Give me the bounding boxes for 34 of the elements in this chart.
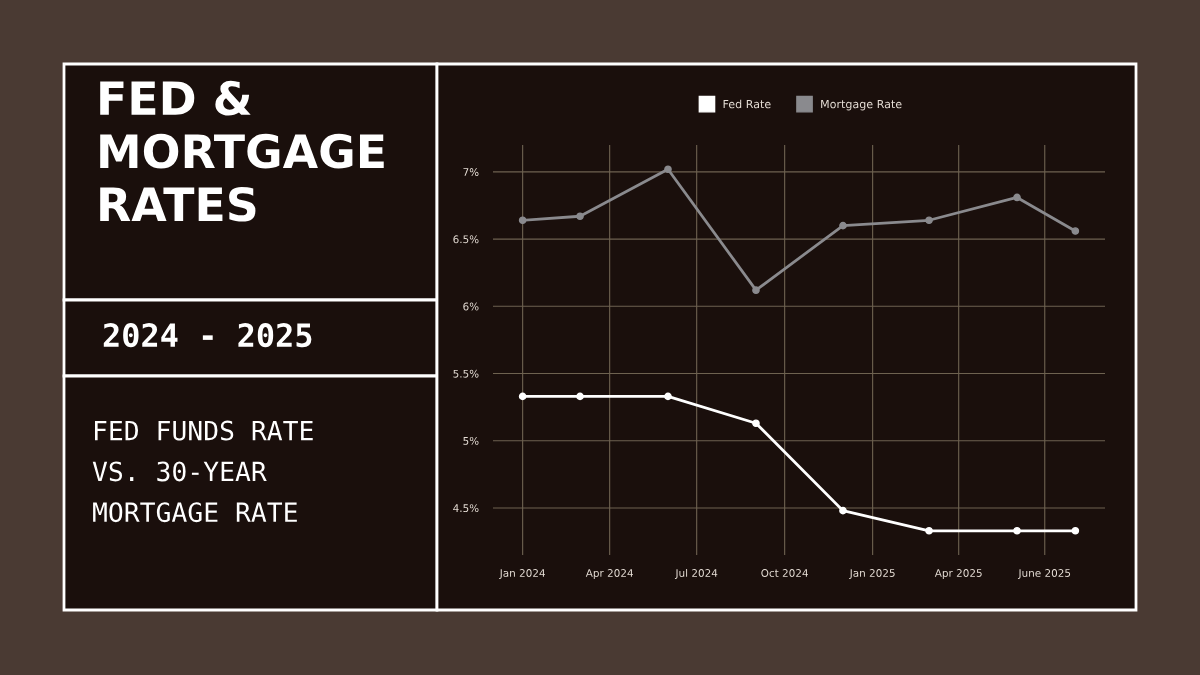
legend-label: Fed Rate: [723, 99, 771, 109]
point: [518, 392, 527, 401]
x-tick-label: Apr 2025: [934, 569, 982, 579]
point: [1013, 526, 1021, 535]
point: [752, 286, 760, 295]
x-tick-label: Apr 2024: [585, 569, 633, 579]
y-tick-label: 7%: [463, 168, 479, 176]
point: [1071, 526, 1080, 535]
y-tick-label: 5.5%: [453, 369, 479, 378]
point: [518, 216, 527, 225]
point: [664, 392, 672, 401]
y-tick-label: 6.5%: [453, 235, 479, 244]
point: [1071, 227, 1080, 235]
x-tick-label: Jan 2024: [499, 569, 545, 579]
point: [576, 392, 584, 401]
point: [664, 165, 672, 174]
x-tick-label: Jul 2024: [674, 568, 718, 579]
point: [839, 221, 847, 230]
y-tick-label: 6%: [463, 302, 479, 311]
text: FED FUNDS RATE VS. 30-YEAR MORTGAGE RATE: [92, 420, 313, 523]
point: [576, 212, 584, 221]
legend-label: Mortgage Rate: [821, 99, 902, 111]
y-tick-label: 4.5%: [453, 504, 479, 513]
point: [1013, 193, 1021, 202]
text: 2024 - 2025: [103, 323, 312, 348]
point: [925, 216, 933, 225]
x-tick-label: Jan 2025: [849, 569, 895, 579]
y-tick-label: 5%: [463, 436, 479, 445]
point: [839, 506, 847, 515]
x-tick-label: June 2025: [1017, 569, 1071, 579]
chart-title: FED & MORTGAGE RATES: [100, 80, 384, 222]
x-tick-label: Oct 2024: [761, 569, 808, 577]
point: [925, 526, 933, 535]
point: [752, 419, 760, 428]
